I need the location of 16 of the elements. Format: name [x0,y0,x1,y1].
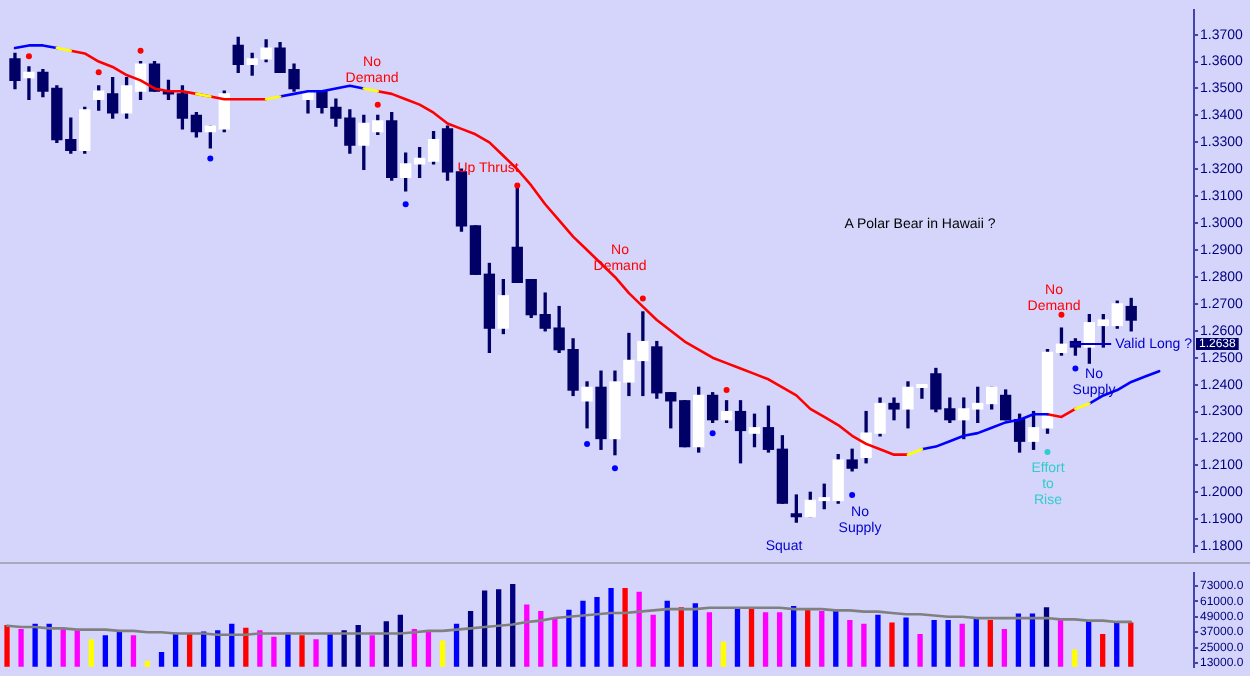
point [1072,365,1079,372]
point [1044,448,1051,455]
point [137,47,144,54]
point [639,295,646,302]
point [709,430,716,437]
point [849,492,856,499]
point [1058,311,1065,318]
point [584,440,591,447]
point [402,201,409,208]
point [514,182,521,189]
point [95,69,102,76]
point [374,101,381,108]
point [723,387,730,394]
point [207,155,214,162]
point [611,465,618,472]
point [25,53,32,60]
